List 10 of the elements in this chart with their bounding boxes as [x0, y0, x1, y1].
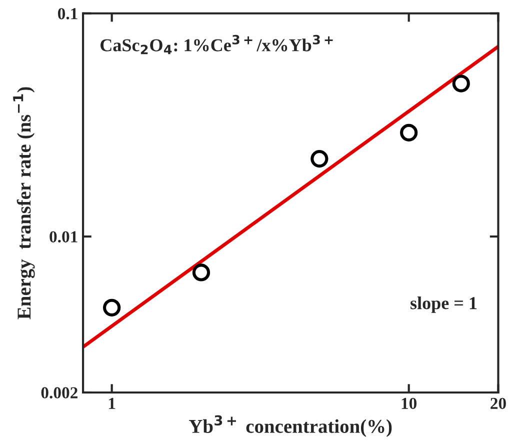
x-tick-label: 1	[108, 398, 116, 409]
annotation: slope = 1	[410, 296, 477, 313]
y-tick-label: 0.1	[58, 8, 78, 20]
x-tick-label: 20	[490, 398, 506, 410]
annotation: CaSc$_{2}$O$_{4}$: 1%Ce$^{3+}$/x%Yb$^{3+}$	[100, 34, 333, 54]
y-tick-label: 0.002	[41, 387, 78, 398]
y-axis-title: Energy transfer rate (ns$^{−1}$)	[13, 87, 35, 320]
x-tick-label: 10	[402, 398, 417, 410]
y-tick-label: 0.01	[50, 231, 78, 243]
x-axis-title: Yb$^{3+}$ concentration(%)	[188, 415, 392, 437]
